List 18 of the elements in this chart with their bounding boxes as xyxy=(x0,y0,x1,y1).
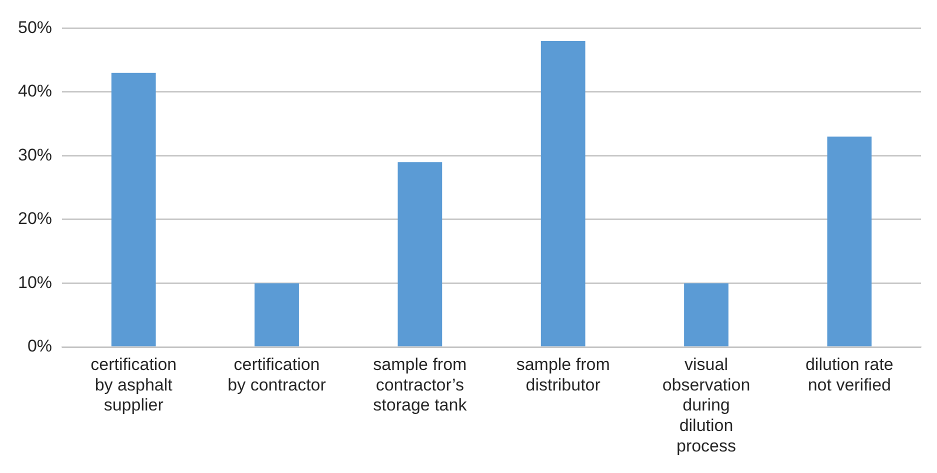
bar xyxy=(684,283,728,346)
y-tick-label: 20% xyxy=(18,209,52,228)
y-tick-label: 50% xyxy=(18,18,52,37)
bar xyxy=(111,72,156,346)
x-tick-label: visual observation during dilution process xyxy=(662,354,750,456)
x-tick-label: sample from distributor xyxy=(516,354,610,394)
x-tick-label: dilution rate not verified xyxy=(805,354,894,394)
y-tick-label: 10% xyxy=(18,272,52,292)
y-tick-label: 0% xyxy=(27,336,52,356)
bar xyxy=(540,40,586,346)
y-tick-label: 40% xyxy=(18,82,52,101)
y-tick-label: 30% xyxy=(18,145,52,164)
bar xyxy=(398,162,442,346)
x-tick-label: certification by contractor xyxy=(228,354,326,394)
x-tick-label: certification by asphalt supplier xyxy=(90,354,177,415)
bar xyxy=(827,136,872,346)
bar xyxy=(254,283,299,346)
x-tick-label: sample from contractor’s storage tank xyxy=(373,354,468,415)
